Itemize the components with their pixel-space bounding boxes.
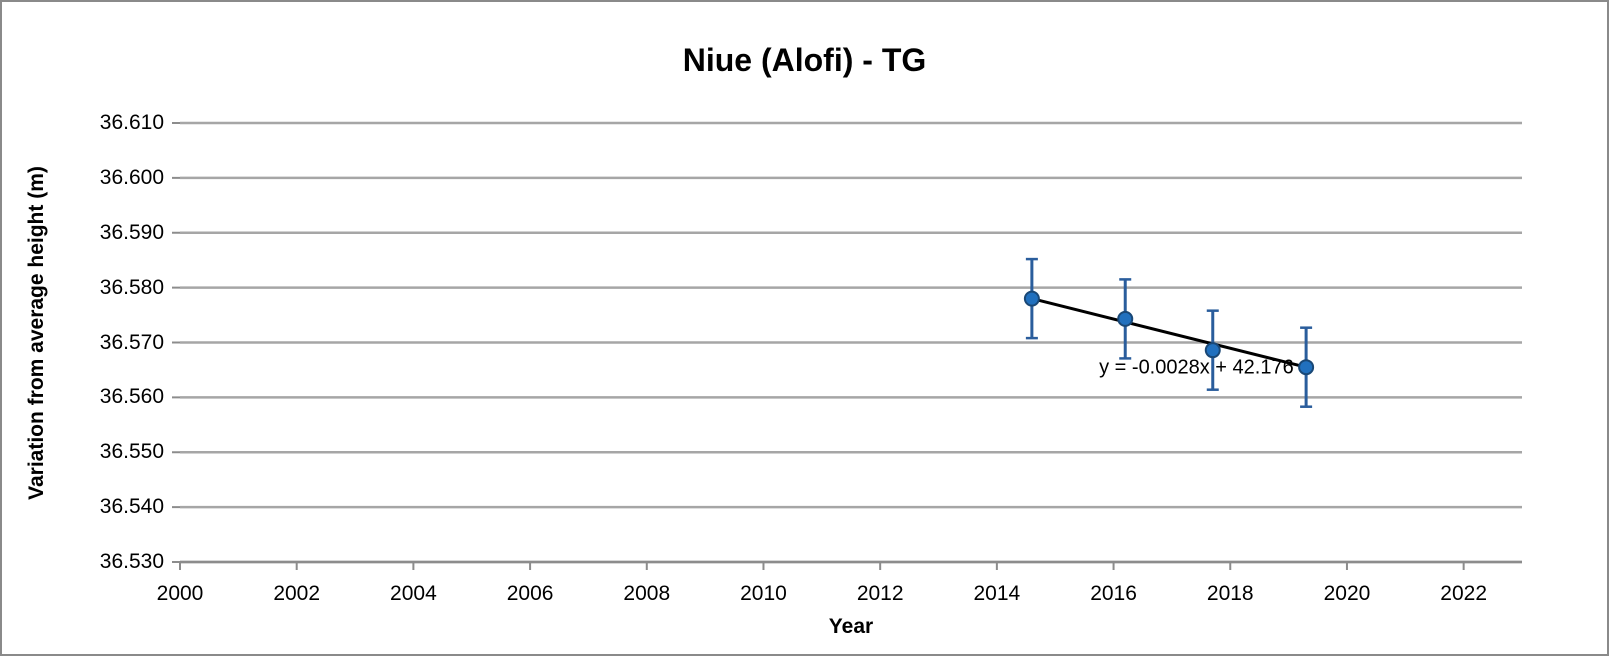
- trendline: [1031, 297, 1307, 369]
- x-tick-label: 2014: [973, 582, 1021, 605]
- x-tick-label: 2010: [740, 582, 787, 605]
- y-tick-label: 36.590: [99, 220, 164, 244]
- x-tick-label: 2006: [506, 582, 554, 605]
- y-tick-label: 36.610: [99, 111, 164, 134]
- x-tick-label: 2000: [156, 582, 204, 605]
- y-tick-label: 36.600: [99, 165, 164, 189]
- x-tick-label: 2012: [856, 582, 904, 605]
- y-tick-label: 36.550: [99, 440, 164, 464]
- data-point-marker: [1023, 290, 1040, 307]
- x-tick-label: 2016: [1090, 582, 1137, 605]
- x-tick-label: 2018: [1206, 582, 1254, 605]
- data-point-marker: [1298, 359, 1315, 376]
- data-point-marker: [1117, 310, 1134, 327]
- x-tick-label: 2008: [623, 582, 671, 605]
- y-tick-label: 36.580: [99, 275, 164, 299]
- x-tick-label: 2004: [390, 582, 437, 605]
- chart-title: Niue (Alofi) - TG: [682, 42, 927, 78]
- x-tick-label: 2002: [273, 582, 321, 605]
- x-tick-label: 2022: [1440, 582, 1487, 605]
- trendline-equation-label: y = -0.0028x + 42.176: [1099, 356, 1294, 379]
- y-tick-label: 36.540: [99, 495, 164, 519]
- x-axis-title: Year: [828, 615, 874, 638]
- y-tick-label: 36.530: [99, 550, 164, 573]
- x-tick-label: 2020: [1323, 582, 1371, 605]
- y-tick-label: 36.560: [99, 385, 164, 409]
- y-tick-label: 36.570: [99, 330, 164, 354]
- data-point-marker: [1204, 342, 1221, 359]
